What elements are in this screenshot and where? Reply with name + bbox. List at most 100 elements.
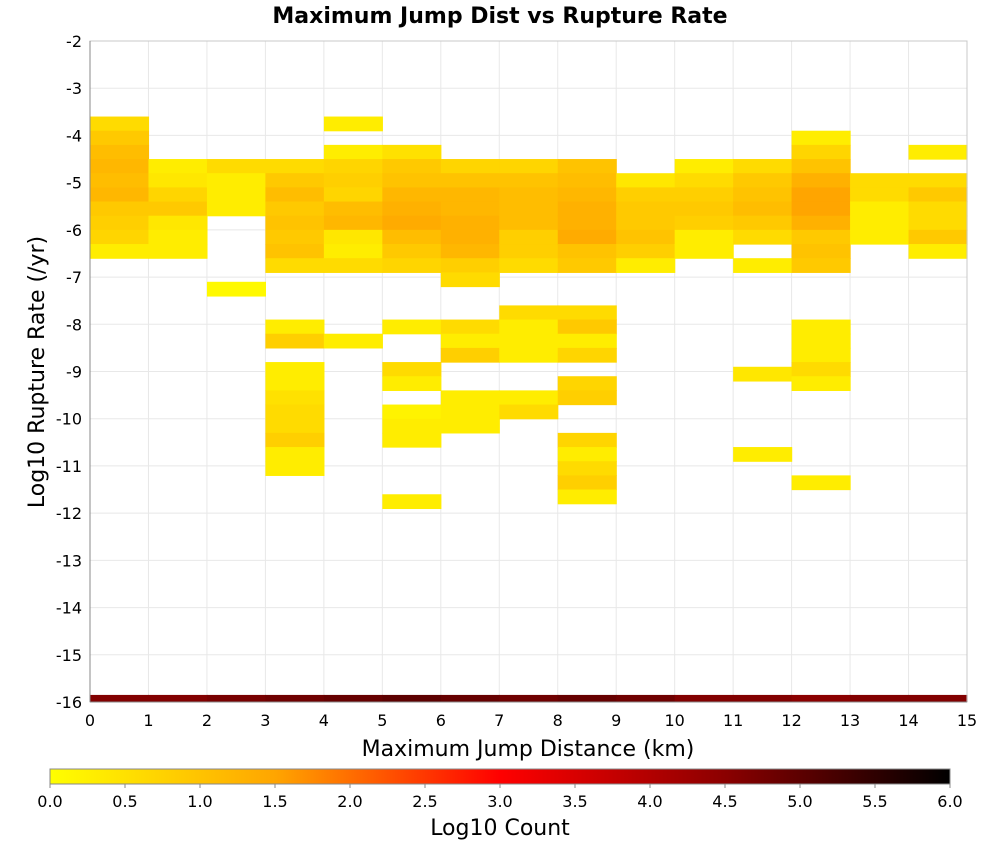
heatmap-cell — [733, 201, 793, 217]
heatmap-cell — [265, 159, 325, 174]
colorbar-tick-labels: 0.0 0.5 1.0 1.5 2.0 2.5 3.0 3.5 4.0 4.5 5.0 5.5 6.0 — [37, 784, 963, 811]
floor-band-cell — [323, 694, 383, 702]
x-tick-label: 9 — [611, 711, 621, 730]
heatmap-cell — [850, 229, 910, 245]
heatmap-cell — [323, 258, 383, 273]
heatmap-cell — [440, 404, 500, 420]
heatmap-cell — [382, 215, 442, 231]
heatmap-cell — [382, 173, 442, 188]
heatmap-cell — [791, 229, 851, 245]
floor-band-cell — [265, 694, 325, 702]
heatmap-cell — [733, 366, 793, 382]
colorbar-tick-label: 1.0 — [187, 792, 212, 811]
heatmap-cell — [557, 244, 617, 259]
heatmap-cell — [674, 229, 734, 245]
floor-band-cell — [440, 694, 500, 702]
heatmap-cell — [733, 215, 793, 231]
heatmap-cell — [265, 319, 325, 335]
heatmap-cell — [791, 130, 851, 146]
heatmap-cell — [616, 173, 676, 188]
heatmap-cell — [323, 201, 383, 217]
heatmap-cell — [791, 258, 851, 273]
heatmap-cell — [557, 159, 617, 174]
heatmap-cell — [148, 201, 208, 217]
heatmap-cell — [382, 404, 442, 420]
heatmap-cell — [440, 229, 500, 245]
heatmap-cell — [148, 215, 208, 231]
heatmap-cell — [382, 362, 442, 377]
floor-band-cell — [616, 694, 676, 702]
y-axis: -2 -3 -4 -5 -6 -7 -8 -9 -10 -11 -12 -13 -14 -15 -16 Lo… — [25, 32, 91, 712]
heatmap-cell — [323, 116, 383, 132]
heatmap-cell — [265, 244, 325, 259]
heatmap-cell — [148, 244, 208, 259]
x-tick-label: 12 — [781, 711, 801, 730]
heatmap-cell — [499, 258, 559, 273]
heatmap-cell — [440, 244, 500, 259]
heatmap-cell — [791, 187, 851, 203]
heatmap-cell — [499, 159, 559, 174]
colorbar-tick-label: 5.0 — [787, 792, 812, 811]
heatmap-cell — [557, 489, 617, 505]
heatmap-cell — [440, 159, 500, 174]
heatmap-cell — [791, 319, 851, 335]
heatmap-cell — [382, 187, 442, 203]
x-tick-label: 8 — [553, 711, 563, 730]
floor-band-cell — [850, 694, 910, 702]
heatmap-cell — [499, 347, 559, 363]
heatmap-cell — [323, 244, 383, 259]
heatmap-cell — [440, 347, 500, 363]
x-tick-label: 5 — [377, 711, 387, 730]
floor-band-cell — [499, 694, 559, 702]
heatmap-cell — [90, 187, 150, 203]
heatmap-cell — [557, 461, 617, 476]
heatmap-cell — [440, 187, 500, 203]
heatmap-cell — [908, 173, 968, 188]
heatmap-cell — [440, 333, 500, 349]
colorbar-tick-label: 3.0 — [487, 792, 512, 811]
x-tick-label: 1 — [143, 711, 153, 730]
heatmap-cell — [440, 418, 500, 434]
floor-band-cell — [674, 694, 734, 702]
colorbar-tick-label: 2.5 — [412, 792, 437, 811]
heatmap-cell — [499, 305, 559, 321]
heatmap-cell — [557, 229, 617, 245]
floor-band-cell — [557, 694, 617, 702]
x-axis-title: Maximum Jump Distance (km) — [362, 737, 695, 762]
x-tick-label: 13 — [840, 711, 860, 730]
heatmap-cell — [265, 432, 325, 448]
x-tick-labels: 0 1 2 3 4 5 6 7 8 9 10 11 12 13 14 15 — [85, 711, 977, 730]
heatmap-cell — [733, 258, 793, 273]
heatmap-cell — [499, 319, 559, 335]
heatmap-cell — [616, 215, 676, 231]
heatmap-cell — [382, 159, 442, 174]
floor-band-cell — [148, 694, 208, 702]
colorbar-gradient — [49, 768, 951, 785]
heatmap-cell — [265, 447, 325, 462]
heatmap-cell — [265, 333, 325, 349]
heatmap-cell — [850, 201, 910, 217]
heatmap-cell — [382, 201, 442, 217]
y-tick-label: -13 — [56, 551, 82, 570]
heatmap-cell — [323, 187, 383, 203]
x-tick-label: 11 — [723, 711, 743, 730]
heatmap-cell — [440, 319, 500, 335]
y-tick-label: -16 — [56, 693, 82, 712]
heatmap-cell — [733, 447, 793, 462]
heatmap-cell — [674, 244, 734, 259]
heatmap-cell — [674, 201, 734, 217]
heatmap-cell — [90, 215, 150, 231]
heatmap-cell — [90, 144, 150, 160]
y-tick-label: -6 — [66, 221, 82, 240]
heatmap-cell — [674, 187, 734, 203]
heatmap-cells — [90, 116, 968, 510]
heatmap-cell — [908, 144, 968, 160]
heatmap-cell — [323, 215, 383, 231]
heatmap-cell — [791, 376, 851, 391]
heatmap-cell — [148, 159, 208, 174]
heatmap-cell — [382, 229, 442, 245]
heatmap-cell — [557, 333, 617, 349]
heatmap-cell — [323, 144, 383, 160]
heatmap-cell — [382, 418, 442, 434]
heatmap-cell — [733, 173, 793, 188]
